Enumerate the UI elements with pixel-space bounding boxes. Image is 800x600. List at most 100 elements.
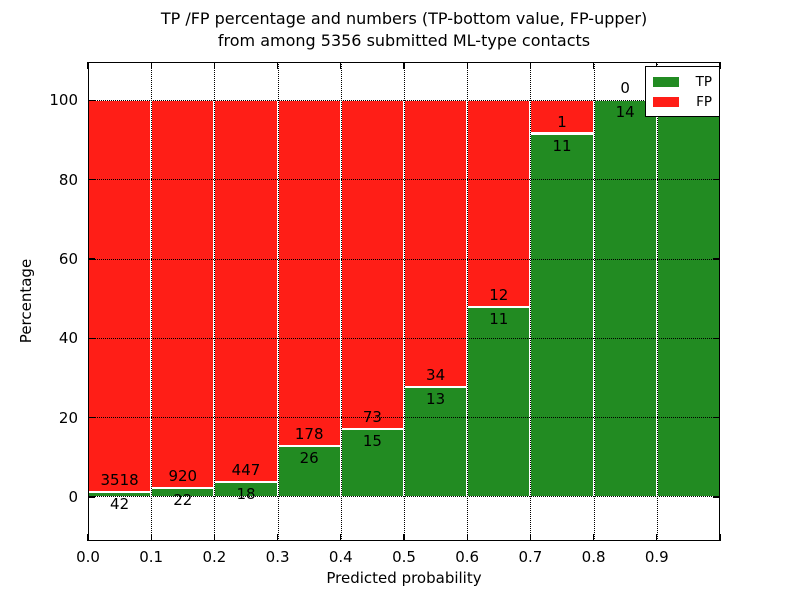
y-tick-mark <box>713 179 720 181</box>
y-tick-label: 20 <box>58 408 78 427</box>
x-tick-label: 0.6 <box>455 548 480 566</box>
tp-count-label: 15 <box>362 432 382 451</box>
bar-segment-fp <box>404 100 468 388</box>
x-tick-mark <box>593 534 595 541</box>
y-tick-mark <box>713 417 720 419</box>
x-tick-mark <box>340 534 342 541</box>
x-tick-label: 0.5 <box>392 548 416 566</box>
x-tick-mark <box>529 62 532 69</box>
x-tick-label: 0.1 <box>139 548 164 566</box>
y-tick-mark <box>88 337 95 340</box>
x-tick-mark <box>403 534 405 541</box>
plot-area: 3518429202244718178267315341312111110140… <box>87 62 721 541</box>
v-gridline <box>530 62 532 541</box>
y-tick-label: 40 <box>58 329 78 348</box>
bar-segment-fp <box>530 100 594 134</box>
legend-label-fp: FP <box>696 94 712 110</box>
tp-count-label: 13 <box>426 390 446 409</box>
y-tick-mark <box>88 258 95 260</box>
tp-count-label: 18 <box>236 484 256 503</box>
fp-legend-swatch-icon <box>653 97 679 107</box>
fp-count-label: 3518 <box>100 471 139 490</box>
bar-segment-fp <box>88 100 152 493</box>
x-tick-label: 0.9 <box>644 548 669 566</box>
fp-count-label: 0 <box>620 79 630 98</box>
chart-title-line1: TP /FP percentage and numbers (TP-bottom… <box>160 9 648 28</box>
tp-legend-swatch-icon <box>653 77 679 87</box>
fp-count-label: 447 <box>231 460 261 479</box>
x-tick-label: 0.0 <box>76 548 100 566</box>
v-gridline <box>214 62 216 541</box>
bar-segment-tp <box>656 100 720 497</box>
v-gridline <box>277 62 279 541</box>
x-tick-mark <box>719 62 721 69</box>
x-tick-label: 0.8 <box>581 548 606 566</box>
bar-segment-tp <box>530 133 594 497</box>
x-tick-mark <box>719 534 721 541</box>
bar-segment-fp <box>151 100 215 488</box>
y-tick-label: 0 <box>68 487 78 506</box>
x-tick-mark <box>213 62 216 69</box>
x-tick-label: 0.7 <box>518 548 543 566</box>
v-gridline <box>593 62 595 541</box>
legend-label-tp: TP <box>695 74 712 90</box>
fp-count-label: 920 <box>168 466 198 485</box>
x-tick-label: 0.4 <box>328 548 353 566</box>
x-tick-mark <box>277 62 279 69</box>
x-tick-mark <box>466 62 468 69</box>
x-tick-mark <box>87 62 89 69</box>
bar-segment-fp <box>340 100 404 430</box>
x-tick-mark <box>593 62 595 69</box>
y-tick-mark <box>713 337 720 340</box>
v-gridline <box>656 62 658 541</box>
chart-title-line2: from among 5356 submitted ML-type contac… <box>217 31 591 50</box>
legend-row-tp: TP <box>653 72 712 92</box>
fp-count-label: 178 <box>294 425 324 444</box>
x-tick-mark <box>87 534 89 541</box>
x-tick-mark <box>466 534 468 541</box>
y-tick-label: 60 <box>58 250 78 269</box>
x-tick-label: 0.2 <box>202 548 227 566</box>
bar-segment-tp <box>467 307 531 497</box>
tp-count-label: 14 <box>615 103 635 122</box>
tp-count-label: 11 <box>552 136 572 155</box>
fp-count-label: 12 <box>489 286 509 305</box>
bar-segment-fp <box>277 100 341 447</box>
y-tick-mark <box>713 258 720 260</box>
y-tick-mark <box>713 496 720 498</box>
fp-count-label: 73 <box>362 408 382 427</box>
y-tick-mark <box>88 179 95 181</box>
bar-segment-fp <box>467 100 531 308</box>
y-tick-mark <box>88 496 95 498</box>
y-tick-label: 80 <box>58 170 78 189</box>
x-tick-label: 0.3 <box>265 548 290 566</box>
y-tick-label: 100 <box>49 91 78 110</box>
x-tick-mark <box>529 534 532 541</box>
tp-count-label: 26 <box>299 449 319 468</box>
legend-row-fp: FP <box>653 92 712 112</box>
fp-count-label: 1 <box>557 112 567 131</box>
x-axis-label: Predicted probability <box>326 569 482 587</box>
x-tick-mark <box>213 534 216 541</box>
v-gridline <box>340 62 342 541</box>
legend: TP FP <box>645 66 720 117</box>
x-tick-mark <box>150 534 152 541</box>
bar-segment-tp <box>277 446 341 497</box>
x-tick-mark <box>150 62 152 69</box>
tp-count-label: 22 <box>173 490 193 509</box>
x-tick-mark <box>340 62 342 69</box>
x-tick-mark <box>656 62 658 69</box>
fp-count-label: 34 <box>426 366 446 385</box>
bar-segment-tp <box>593 100 657 497</box>
chart-title: TP /FP percentage and numbers (TP-bottom… <box>88 8 720 52</box>
bar-segment-fp <box>214 100 278 482</box>
y-tick-mark <box>88 417 95 419</box>
v-gridline <box>151 62 153 541</box>
x-tick-mark <box>656 534 658 541</box>
y-tick-mark <box>88 99 95 102</box>
x-tick-mark <box>403 62 405 69</box>
v-gridline <box>467 62 469 541</box>
x-tick-mark <box>277 534 279 541</box>
tp-count-label: 42 <box>110 495 130 514</box>
